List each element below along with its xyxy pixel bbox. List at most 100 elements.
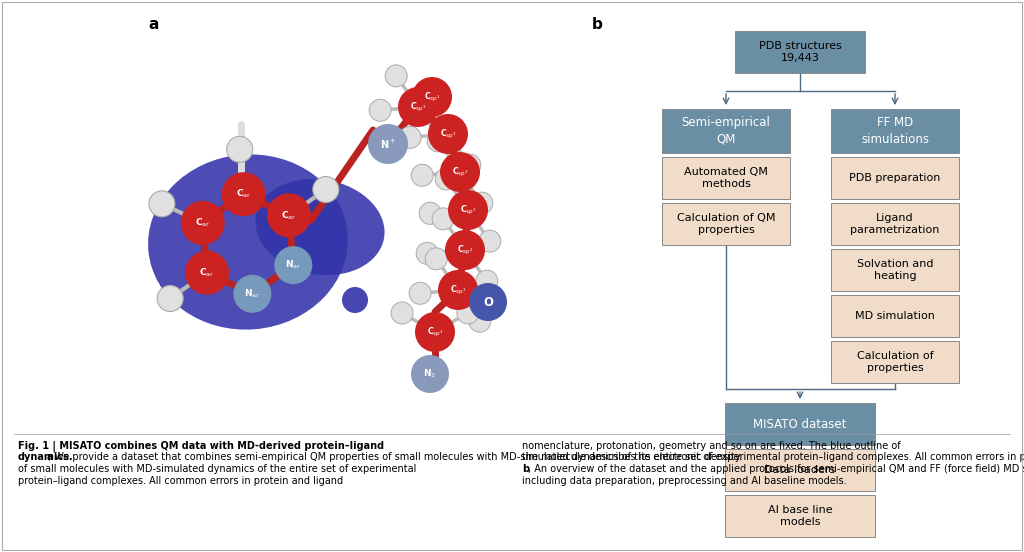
Circle shape	[412, 77, 452, 117]
Text: C$_\mathrm{ar}$: C$_\mathrm{ar}$	[195, 216, 210, 229]
Text: PDB preparation: PDB preparation	[849, 173, 941, 183]
Circle shape	[385, 65, 408, 87]
Text: Semi-empirical
QM: Semi-empirical QM	[682, 116, 770, 146]
Circle shape	[457, 302, 479, 324]
Circle shape	[411, 355, 449, 393]
Circle shape	[419, 203, 441, 224]
Circle shape	[424, 359, 446, 381]
Text: , An overview of the dataset and the applied protocols for semi-empirical QM and: , An overview of the dataset and the app…	[528, 464, 1024, 474]
Text: C$_\mathrm{sp^3}$: C$_\mathrm{sp^3}$	[452, 166, 468, 178]
Text: C$_\mathrm{ar}$: C$_\mathrm{ar}$	[236, 188, 251, 200]
FancyBboxPatch shape	[725, 495, 874, 537]
Circle shape	[391, 302, 413, 324]
Text: C$_\mathrm{sp^3}$: C$_\mathrm{sp^3}$	[424, 91, 440, 104]
Ellipse shape	[255, 179, 385, 275]
Text: MD simulation: MD simulation	[855, 311, 935, 321]
Text: C$_\mathrm{ar}$: C$_\mathrm{ar}$	[200, 267, 215, 279]
Text: a: a	[148, 17, 159, 32]
Text: including data preparation, preprocessing and AI baseline models.: including data preparation, preprocessin…	[522, 475, 847, 486]
Text: FF MD
simulations: FF MD simulations	[861, 116, 929, 146]
Circle shape	[415, 92, 437, 114]
Text: nomenclature, protonation, geometry and so on are fixed. The blue outline of: nomenclature, protonation, geometry and …	[522, 441, 901, 451]
Circle shape	[476, 270, 498, 292]
FancyBboxPatch shape	[831, 295, 959, 337]
Circle shape	[428, 114, 468, 154]
Text: Automated QM
methods: Automated QM methods	[684, 167, 768, 189]
Circle shape	[399, 126, 421, 148]
FancyBboxPatch shape	[662, 203, 790, 245]
Circle shape	[410, 282, 431, 304]
FancyBboxPatch shape	[831, 341, 959, 383]
FancyBboxPatch shape	[662, 109, 790, 153]
Text: Calculation of
properties: Calculation of properties	[857, 351, 933, 373]
Text: Data loaders: Data loaders	[764, 465, 836, 475]
Text: dynamics.: dynamics.	[18, 453, 74, 463]
FancyBboxPatch shape	[662, 157, 790, 199]
Text: N$^+$: N$^+$	[380, 137, 396, 151]
Circle shape	[438, 270, 478, 310]
FancyBboxPatch shape	[831, 109, 959, 153]
Circle shape	[221, 172, 265, 216]
Circle shape	[469, 283, 507, 321]
Circle shape	[459, 154, 481, 176]
Circle shape	[479, 230, 501, 252]
Circle shape	[416, 242, 438, 264]
Text: C$_\mathrm{sp^3}$: C$_\mathrm{sp^3}$	[439, 128, 457, 141]
Text: C$_\mathrm{sp^3}$: C$_\mathrm{sp^3}$	[427, 326, 443, 338]
Circle shape	[445, 230, 485, 270]
Text: Solvation and
heating: Solvation and heating	[857, 258, 933, 282]
Circle shape	[427, 130, 450, 152]
Circle shape	[369, 99, 391, 121]
Circle shape	[226, 136, 253, 162]
Text: , We provide a dataset that combines semi-empirical QM properties of small molec: , We provide a dataset that combines sem…	[48, 453, 1024, 463]
Text: O: O	[483, 295, 493, 309]
FancyBboxPatch shape	[831, 249, 959, 291]
Text: the molecule describes its electronic density.: the molecule describes its electronic de…	[522, 453, 742, 463]
Text: C$_\mathrm{sp^3}$: C$_\mathrm{sp^3}$	[410, 100, 426, 114]
Text: Fig. 1 | MISATO combines QM data with MD-derived protein–ligand: Fig. 1 | MISATO combines QM data with MD…	[18, 441, 384, 452]
Circle shape	[429, 127, 451, 149]
Ellipse shape	[148, 155, 348, 330]
FancyBboxPatch shape	[831, 203, 959, 245]
Circle shape	[274, 246, 312, 284]
Text: N$_2$: N$_2$	[424, 368, 436, 380]
Circle shape	[180, 201, 224, 245]
Text: C$_\mathrm{sp^3}$: C$_\mathrm{sp^3}$	[460, 204, 476, 216]
Circle shape	[471, 192, 493, 214]
Text: C$_\mathrm{ar}$: C$_\mathrm{ar}$	[282, 209, 297, 221]
Circle shape	[415, 312, 455, 352]
FancyBboxPatch shape	[831, 157, 959, 199]
Text: Ligand
parametrization: Ligand parametrization	[850, 213, 940, 235]
Circle shape	[398, 87, 438, 127]
Text: AI base line
models: AI base line models	[768, 505, 833, 527]
Circle shape	[157, 285, 183, 311]
Circle shape	[412, 164, 433, 187]
FancyBboxPatch shape	[735, 31, 865, 73]
Circle shape	[432, 208, 455, 230]
Circle shape	[342, 287, 368, 313]
Circle shape	[435, 168, 457, 190]
Text: b: b	[522, 464, 529, 474]
Circle shape	[440, 152, 480, 192]
Circle shape	[312, 177, 339, 203]
Text: a: a	[47, 453, 53, 463]
Circle shape	[148, 191, 175, 217]
Circle shape	[449, 190, 488, 230]
Circle shape	[267, 193, 311, 237]
Text: N$_\mathrm{ar}$: N$_\mathrm{ar}$	[286, 259, 301, 272]
FancyBboxPatch shape	[725, 403, 874, 445]
Text: protein–ligand complexes. All common errors in protein and ligand: protein–ligand complexes. All common err…	[18, 475, 343, 486]
Circle shape	[368, 124, 408, 164]
Text: MISATO dataset: MISATO dataset	[754, 417, 847, 431]
FancyBboxPatch shape	[725, 449, 874, 491]
Circle shape	[469, 310, 490, 332]
Text: Calculation of QM
properties: Calculation of QM properties	[677, 213, 775, 235]
Text: C$_\mathrm{sp^3}$: C$_\mathrm{sp^3}$	[457, 243, 473, 257]
Text: N$_\mathrm{ar}$: N$_\mathrm{ar}$	[245, 288, 260, 300]
Text: PDB structures
19,443: PDB structures 19,443	[759, 41, 842, 63]
Circle shape	[233, 275, 271, 313]
Text: C$_\mathrm{sp^3}$: C$_\mathrm{sp^3}$	[450, 283, 466, 296]
Circle shape	[185, 251, 229, 295]
Text: of small molecules with MD-simulated dynamics of the entire set of experimental: of small molecules with MD-simulated dyn…	[18, 464, 417, 474]
Text: b: b	[592, 17, 603, 32]
